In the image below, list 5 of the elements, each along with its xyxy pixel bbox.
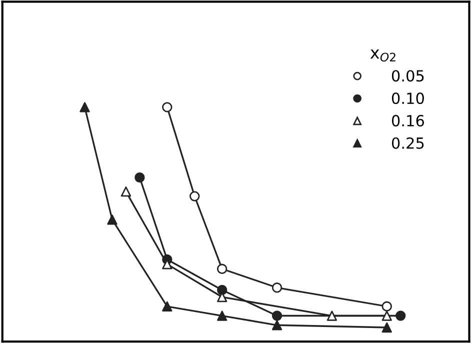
legend-label: 0.25	[392, 137, 424, 149]
legend-title: x$_{O2}$	[370, 50, 396, 62]
legend-label: 0.05	[392, 70, 424, 82]
legend-label: 0.10	[392, 92, 424, 104]
legend-label: 0.16	[392, 114, 424, 126]
